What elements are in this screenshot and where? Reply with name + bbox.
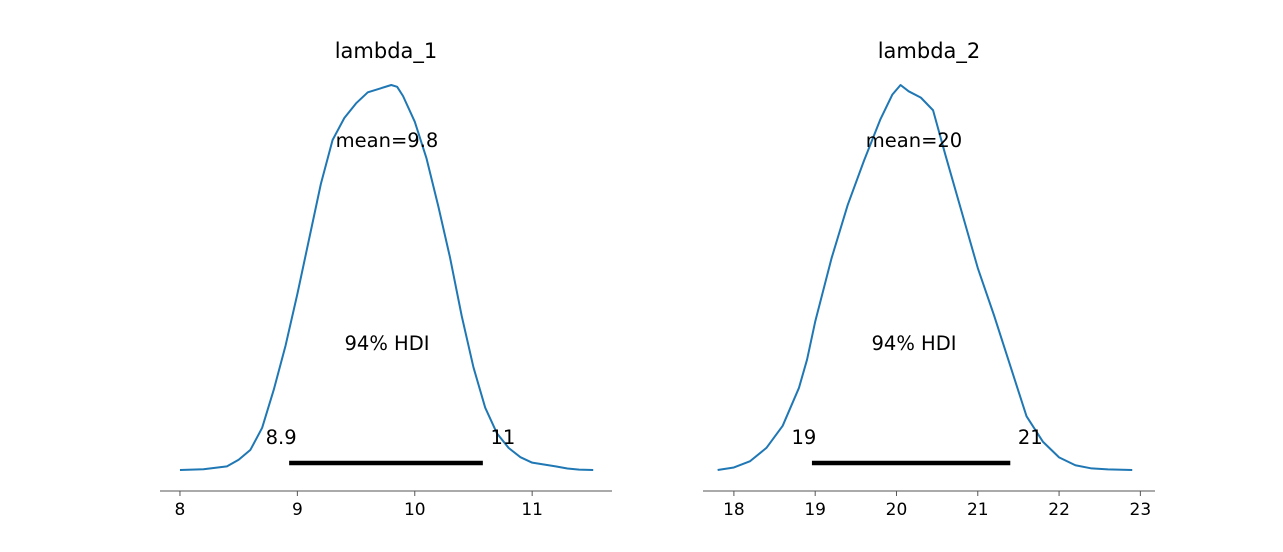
x-tick-label: 20 [886,500,908,520]
x-tick-label: 21 [967,500,989,520]
mean-label: mean=20 [866,129,962,152]
x-tick-label: 19 [804,500,826,520]
plot-panel-1: lambda_1 mean=9.8 94% HDI 8.9 11 8 9 10 11 [160,39,612,520]
x-tick-label: 8 [175,500,186,520]
plot-panel-2: lambda_2 mean=20 94% HDI 19 21 18 19 20 21 22 23 [703,39,1155,520]
mean-label: mean=9.8 [336,129,439,152]
x-tick-label: 22 [1048,500,1070,520]
panel-title: lambda_1 [335,39,438,64]
hdi-label: 94% HDI [872,332,957,355]
hdi-label: 94% HDI [345,332,430,355]
hdi-high-label: 21 [1018,426,1043,449]
x-tick-label: 9 [292,500,303,520]
hdi-high-label: 11 [490,426,515,449]
hdi-low-label: 8.9 [266,426,297,449]
x-tick-label: 18 [723,500,745,520]
x-tick-label: 23 [1130,500,1152,520]
hdi-low-label: 19 [792,426,817,449]
x-tick-label: 11 [521,500,543,520]
density-line [717,84,1133,471]
density-line [179,84,594,471]
x-tick-label: 10 [404,500,426,520]
panel-title: lambda_2 [878,39,981,64]
